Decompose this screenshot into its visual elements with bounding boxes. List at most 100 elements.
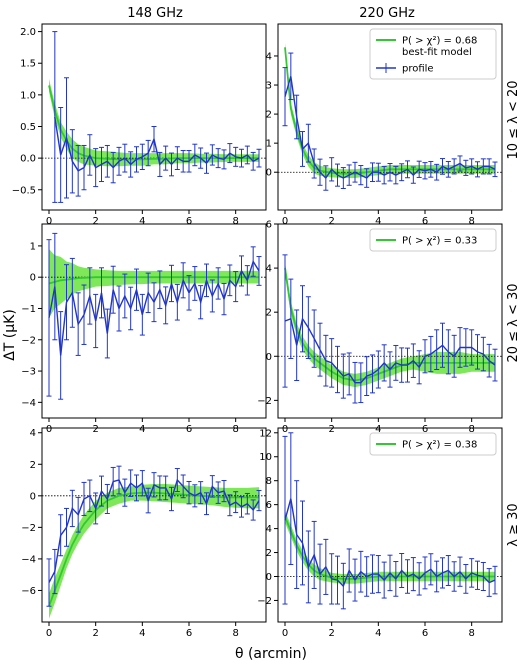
legend: P( > χ²) = 0.33 [369, 228, 497, 252]
x-tick-label: 0 [46, 424, 52, 435]
y-tick-label: 4 [30, 428, 36, 439]
panel-5: 0 2 4 6 8 −6 −4 −2 0 2 4 [21, 427, 267, 639]
x-tick-label: 6 [422, 216, 428, 227]
plot-area [278, 254, 502, 404]
legend-model-label: best-fit model [402, 47, 472, 58]
x-tick-label: 2 [328, 216, 334, 227]
row-label-3: λ ≥ 30 [506, 503, 520, 546]
x-tick-label: 4 [139, 424, 145, 435]
y-tick-label: 12 [259, 428, 272, 439]
y-tick-label: −6 [21, 586, 36, 597]
plot-frame [41, 223, 267, 419]
plot-area [42, 31, 266, 203]
y-tick-label: 10 [259, 452, 272, 463]
plot-area [42, 232, 266, 400]
y-tick-label: −1 [21, 304, 36, 315]
y-tick-label: 0 [30, 273, 36, 284]
y-tick-label: 2.0 [20, 27, 36, 38]
y-tick-label: 2 [266, 110, 272, 121]
y-tick-label: 1 [266, 139, 272, 150]
panel-6: 0 2 4 6 8 −2 0 2 4 6 8 10 12 P( > χ²) = 0.38 [257, 427, 503, 639]
legend-box [369, 228, 497, 252]
x-tick-label: 8 [232, 628, 238, 639]
y-tick-label: −2 [21, 523, 36, 534]
plot-frame [277, 427, 503, 623]
x-tick-label: 6 [186, 216, 192, 227]
x-tick-label: 4 [139, 628, 145, 639]
x-tick-label: 6 [186, 628, 192, 639]
y-axis-label: ΔT (μK) [2, 309, 18, 361]
y-tick-label: 2 [266, 308, 272, 319]
x-tick-label: 4 [375, 628, 381, 639]
x-tick-label: 0 [46, 628, 52, 639]
y-tick-label: 8 [266, 476, 272, 487]
y-tick-label: 6 [266, 220, 272, 231]
y-tick-label: 1 [30, 241, 36, 252]
x-axis-label: θ (arcmin) [235, 646, 307, 662]
y-tick-label: 6 [266, 500, 272, 511]
panel-4: 0 2 4 6 8 −2 0 2 4 6 P( > χ²) = 0.33 [257, 220, 503, 435]
plot-frame [41, 427, 267, 623]
y-tick-label: 0 [266, 572, 272, 583]
y-tick-label: 2 [30, 460, 36, 471]
x-tick-label: 2 [92, 424, 98, 435]
x-tick-label: 8 [232, 424, 238, 435]
legend-box [369, 28, 497, 80]
plot-area [278, 432, 502, 610]
y-tick-label: −0.5 [12, 185, 36, 196]
y-tick-label: −2 [257, 396, 272, 407]
y-tick-label: 0 [30, 491, 36, 502]
y-tick-label: −2 [257, 596, 272, 607]
y-tick-label: −4 [21, 554, 36, 565]
x-tick-label: 8 [232, 216, 238, 227]
x-tick-label: 6 [186, 424, 192, 435]
legend-stat: P( > χ²) = 0.38 [402, 440, 477, 451]
legend-stat: P( > χ²) = 0.68 [402, 36, 477, 47]
profile-line [284, 76, 496, 180]
x-tick-label: 2 [328, 424, 334, 435]
y-tick-label: −4 [21, 398, 36, 409]
x-tick-label: 0 [282, 628, 288, 639]
legend-box [369, 432, 497, 456]
y-tick-label: 0.5 [20, 122, 36, 133]
y-tick-label: 3 [266, 81, 272, 92]
x-tick-label: 8 [468, 628, 474, 639]
model-uncertainty-band [49, 484, 259, 619]
plot-area [42, 465, 266, 619]
x-tick-label: 0 [46, 216, 52, 227]
x-tick-label: 6 [422, 424, 428, 435]
legend-profile-label: profile [402, 64, 434, 75]
x-tick-label: 0 [282, 216, 288, 227]
y-tick-label: 4 [266, 51, 272, 62]
plot-frame [277, 23, 503, 211]
profile-line [48, 259, 260, 356]
y-tick-label: 1.5 [20, 59, 36, 70]
plot-frame [277, 223, 503, 419]
legend-stat: P( > χ²) = 0.33 [402, 236, 477, 247]
column-title-220: 220 GHz [359, 6, 415, 21]
x-tick-label: 4 [139, 216, 145, 227]
y-tick-label: 0 [266, 168, 272, 179]
y-tick-label: 0 [266, 352, 272, 363]
x-tick-label: 2 [92, 216, 98, 227]
x-tick-label: 8 [468, 216, 474, 227]
x-tick-label: 0 [282, 424, 288, 435]
x-tick-label: 2 [92, 628, 98, 639]
profile-line [48, 478, 260, 583]
y-tick-label: 4 [266, 524, 272, 535]
panel-1: 0 2 4 6 8 −0.5 0.0 0.5 1.0 1.5 2.0 [12, 23, 267, 227]
y-tick-label: −2 [21, 335, 36, 346]
y-tick-label: 2 [266, 548, 272, 559]
plot-area [278, 42, 502, 191]
x-tick-label: 2 [328, 628, 334, 639]
x-tick-label: 8 [468, 424, 474, 435]
x-tick-label: 4 [375, 424, 381, 435]
x-tick-label: 6 [422, 628, 428, 639]
y-tick-label: 1.0 [20, 90, 36, 101]
x-tick-label: 4 [375, 216, 381, 227]
profile-line [284, 498, 496, 588]
panel-3: 0 2 4 6 8 −4 −3 −2 −1 0 1 [21, 223, 267, 435]
